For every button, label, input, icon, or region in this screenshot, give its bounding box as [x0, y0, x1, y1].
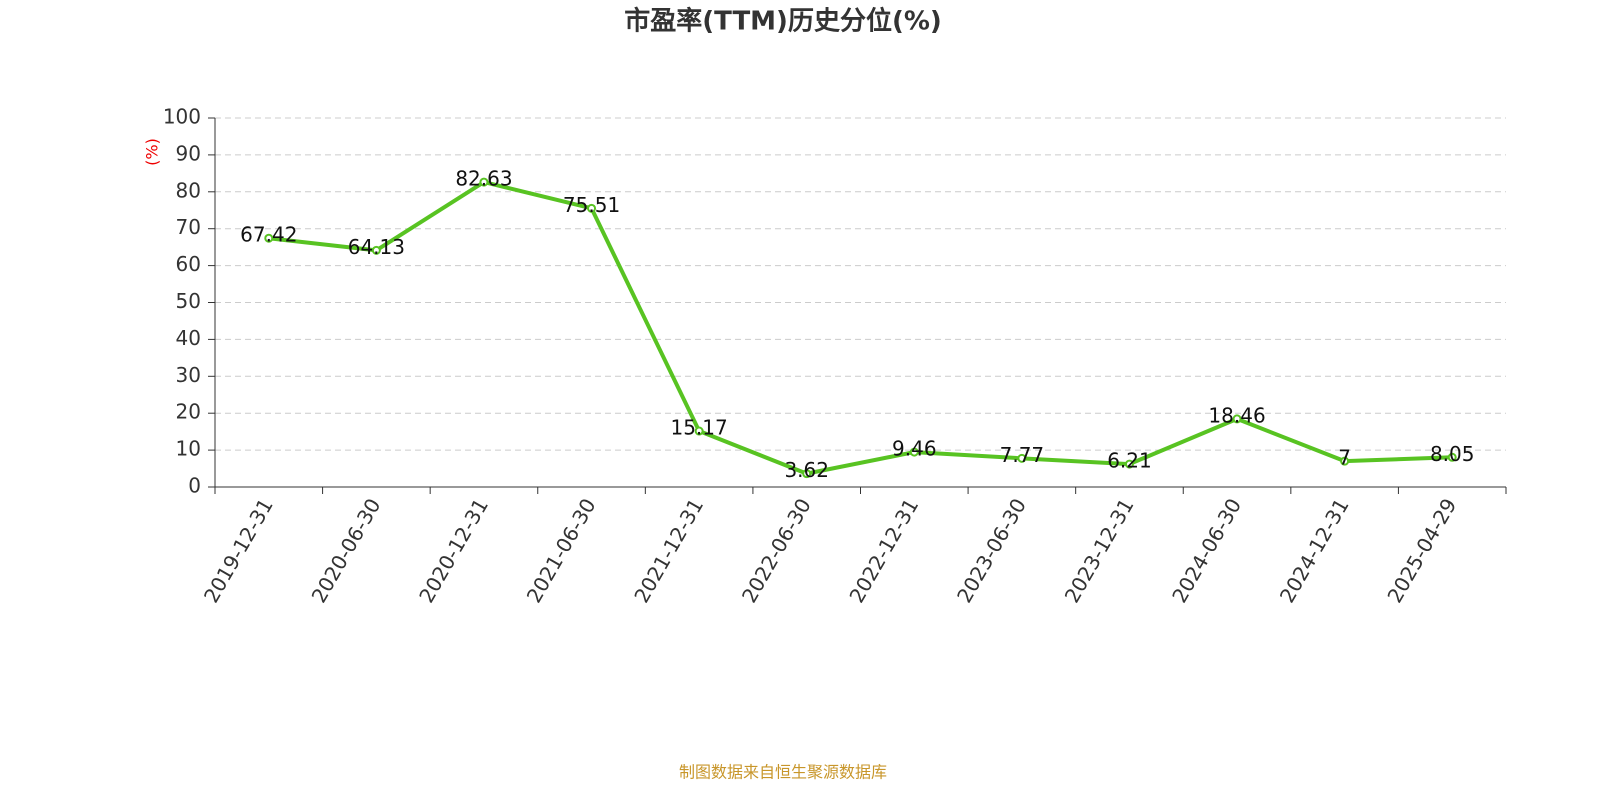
y-tick-label: 60 — [176, 252, 201, 276]
x-tick-label: 2025-04-29 — [1382, 494, 1461, 607]
data-label: 64.13 — [348, 235, 405, 259]
x-tick-label: 2020-06-30 — [307, 494, 386, 607]
y-tick-label: 0 — [188, 474, 201, 498]
y-tick-label: 100 — [163, 105, 201, 129]
data-label: 7.77 — [1000, 443, 1045, 467]
data-label: 82.63 — [455, 167, 512, 191]
point — [1340, 456, 1350, 466]
x-tick-label: 2024-12-31 — [1275, 494, 1354, 607]
x-tick-label: 2019-12-31 — [199, 494, 278, 607]
point — [1232, 414, 1242, 424]
point — [371, 245, 381, 255]
point — [587, 203, 597, 213]
point — [1017, 453, 1027, 463]
source-note: 制图数据来自恒生聚源数据库 — [679, 763, 887, 782]
data-label: 9.46 — [892, 437, 937, 461]
y-tick-label: 80 — [176, 178, 201, 202]
data-label: 6.21 — [1107, 449, 1152, 473]
data-label: 15.17 — [670, 416, 727, 440]
x-tick-label: 2021-12-31 — [629, 494, 708, 607]
data-label: 67.42 — [240, 223, 297, 247]
y-tick-label: 10 — [176, 437, 201, 461]
y-axis-label: (%) — [143, 138, 162, 166]
x-tick-label: 2023-12-31 — [1060, 494, 1139, 607]
y-tick-label: 70 — [176, 215, 201, 239]
point — [909, 447, 919, 457]
x-tick-label: 2020-12-31 — [414, 494, 493, 607]
y-tick-label: 50 — [176, 289, 201, 313]
point — [1124, 459, 1134, 469]
data-label: 18.46 — [1208, 403, 1265, 427]
data-label: 8.05 — [1430, 442, 1475, 466]
point — [264, 233, 274, 243]
data-label: 3.62 — [784, 458, 829, 482]
data-label: 75.51 — [563, 193, 620, 217]
data-label: 7 — [1338, 446, 1351, 470]
y-tick-label: 90 — [176, 141, 201, 165]
x-tick-label: 2023-06-30 — [952, 494, 1031, 607]
point — [802, 469, 812, 479]
chart-title: 市盈率(TTM)历史分位(%) — [624, 6, 942, 37]
y-tick-label: 30 — [176, 363, 201, 387]
point — [479, 177, 489, 187]
x-tick-label: 2022-06-30 — [737, 494, 816, 607]
y-tick-label: 20 — [176, 400, 201, 424]
x-tick-label: 2022-12-31 — [844, 494, 923, 607]
point — [694, 426, 704, 436]
point — [1447, 452, 1457, 462]
x-tick-label: 2024-06-30 — [1167, 494, 1246, 607]
line — [268, 180, 1453, 476]
x-tick-label: 2021-06-30 — [522, 494, 601, 607]
y-tick-label: 40 — [176, 326, 201, 350]
